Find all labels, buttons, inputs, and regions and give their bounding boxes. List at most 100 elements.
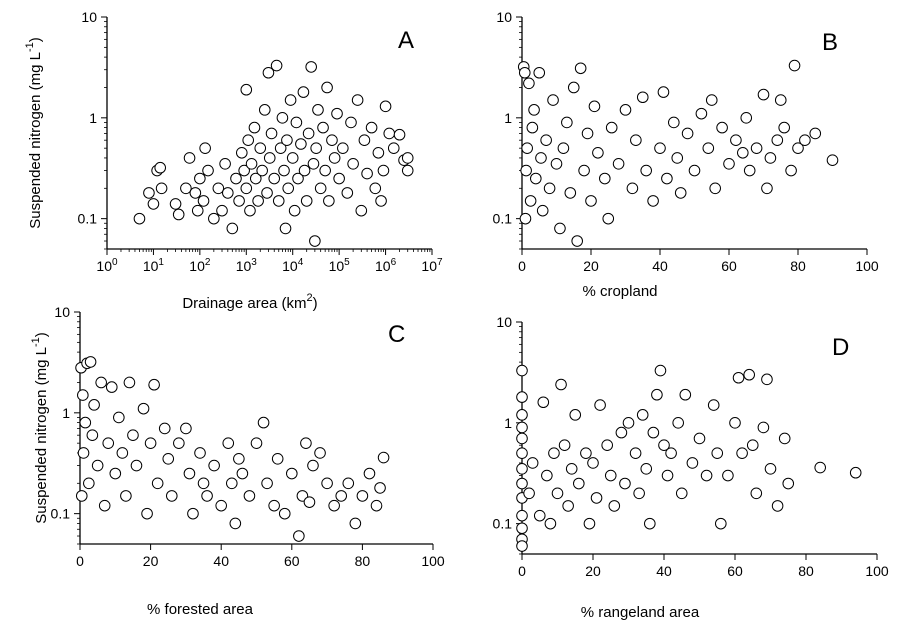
data-point xyxy=(750,142,763,154)
data-point xyxy=(314,447,326,459)
data-point xyxy=(208,212,220,225)
data-point xyxy=(173,437,185,449)
data-point xyxy=(774,94,787,106)
data-point xyxy=(79,416,92,429)
data-point xyxy=(530,172,542,185)
data-point xyxy=(290,116,303,129)
data-point xyxy=(516,432,528,445)
data-point xyxy=(95,376,107,389)
data-point xyxy=(782,477,795,490)
y-tick-label: 1 xyxy=(89,110,97,126)
data-point xyxy=(587,457,599,469)
data-point xyxy=(730,134,742,146)
data-point xyxy=(672,417,685,429)
data-point xyxy=(540,134,552,146)
data-point xyxy=(202,164,214,177)
data-point xyxy=(279,222,292,235)
data-point xyxy=(236,467,249,480)
data-point xyxy=(633,487,645,500)
data-point xyxy=(162,452,175,465)
x-tick-label: 20 xyxy=(143,553,159,569)
data-point xyxy=(297,86,310,98)
data-point xyxy=(88,399,100,411)
x-tick-label: 80 xyxy=(798,563,814,579)
data-point xyxy=(317,121,329,134)
data-point xyxy=(265,127,278,140)
data-point xyxy=(554,222,566,235)
data-point xyxy=(342,477,355,490)
data-point xyxy=(541,469,553,482)
data-point xyxy=(274,142,287,154)
y-tick-label: 0.1 xyxy=(493,516,513,532)
data-point xyxy=(651,388,663,401)
data-point xyxy=(526,121,539,134)
data-point xyxy=(520,164,532,177)
data-point xyxy=(303,496,316,508)
data-point xyxy=(674,187,687,199)
x-tick-label: 0 xyxy=(76,553,84,569)
x-tick-label: 0 xyxy=(518,563,526,579)
x-axis-label: Drainage area (km2) xyxy=(182,292,317,312)
y-tick-label: 1 xyxy=(504,415,512,431)
data-point xyxy=(216,204,228,217)
data-point xyxy=(292,172,304,185)
data-point xyxy=(249,172,262,185)
data-point xyxy=(535,152,547,164)
data-point xyxy=(270,59,283,72)
data-point xyxy=(640,462,653,475)
data-point xyxy=(261,187,273,199)
data-point xyxy=(809,127,822,140)
data-point xyxy=(705,94,718,106)
data-point xyxy=(788,59,801,72)
y-tick-label: 0.1 xyxy=(78,211,98,227)
data-point xyxy=(233,452,245,465)
data-point xyxy=(158,422,171,435)
data-point xyxy=(792,142,804,154)
data-point xyxy=(681,127,694,140)
data-point xyxy=(180,422,192,435)
data-point xyxy=(307,157,320,170)
data-point xyxy=(305,61,317,73)
data-point xyxy=(242,134,255,146)
data-point xyxy=(533,509,546,522)
data-point xyxy=(254,142,267,154)
data-point xyxy=(743,368,756,381)
x-tick-label: 100 xyxy=(865,563,889,579)
data-point xyxy=(282,182,295,195)
data-point xyxy=(147,198,160,210)
x-tick-label: 20 xyxy=(585,563,601,579)
data-point xyxy=(657,86,670,98)
data-point xyxy=(671,152,684,164)
data-point xyxy=(564,187,577,199)
data-point xyxy=(516,540,528,552)
data-point xyxy=(548,447,560,459)
data-point xyxy=(321,477,333,490)
data-point xyxy=(555,378,567,391)
data-point xyxy=(799,134,811,146)
data-point xyxy=(736,447,748,459)
data-point xyxy=(370,499,383,512)
data-point xyxy=(622,417,635,429)
data-point xyxy=(785,164,797,177)
data-point xyxy=(557,142,570,154)
x-tick-label: 60 xyxy=(284,553,300,569)
x-tick-label: 102 xyxy=(189,257,211,274)
x-tick-label: 101 xyxy=(143,257,165,274)
data-point xyxy=(654,142,666,154)
data-point xyxy=(668,116,680,129)
data-point xyxy=(516,364,528,377)
data-point xyxy=(319,164,331,177)
data-point xyxy=(764,152,777,164)
data-point xyxy=(83,477,95,490)
data-point xyxy=(180,182,192,195)
data-point xyxy=(102,437,115,449)
data-point xyxy=(351,94,364,106)
data-point xyxy=(187,507,199,520)
data-point xyxy=(605,121,618,134)
x-tick-label: 80 xyxy=(355,553,371,569)
data-point xyxy=(215,499,227,512)
data-point xyxy=(261,477,273,490)
data-point xyxy=(375,195,387,207)
data-point xyxy=(225,477,238,490)
data-point xyxy=(369,182,382,195)
